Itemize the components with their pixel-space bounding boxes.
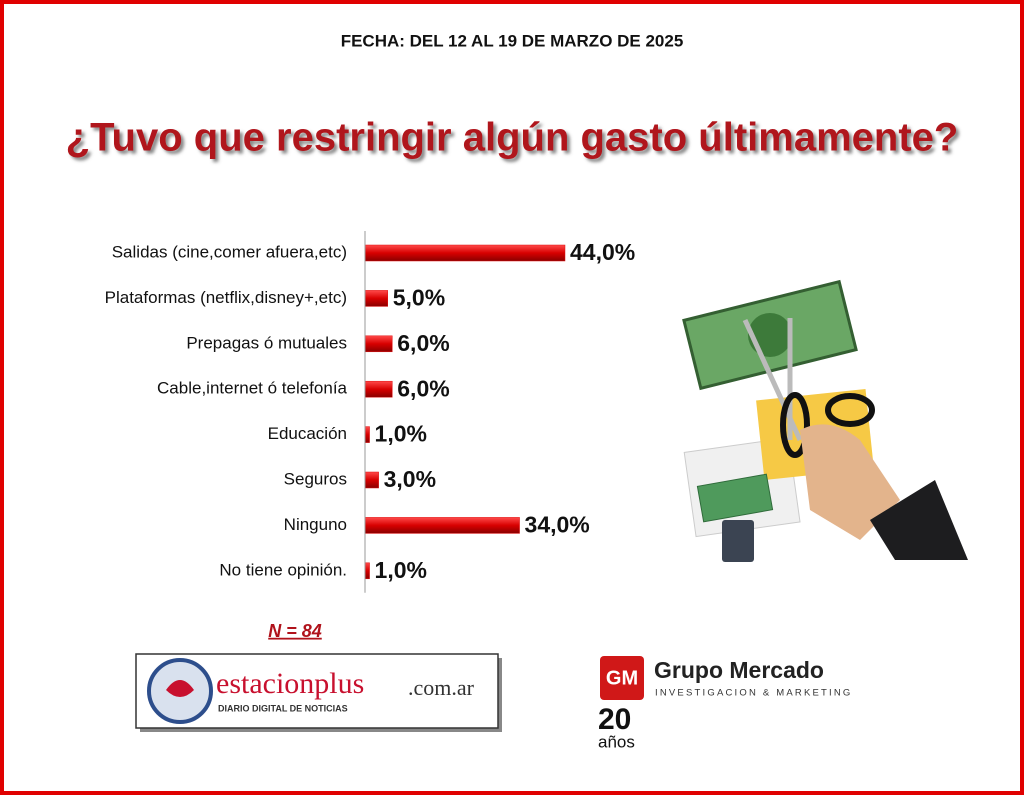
gm-anniversary-unit: años — [598, 732, 635, 751]
category-label: Ninguno — [284, 515, 347, 534]
gm-tagline: INVESTIGACION & MARKETING — [655, 688, 853, 699]
bar — [364, 426, 370, 443]
scissors-blades — [742, 318, 803, 442]
bar — [364, 562, 370, 580]
category-label: Cable,internet ó telefonía — [157, 379, 348, 398]
scissors-handle — [825, 393, 875, 427]
logo-domain: .com.ar — [408, 675, 475, 700]
logo-name: estacionplus — [216, 667, 364, 700]
sample-size: N = 84 — [268, 621, 322, 641]
value-label: 1,0% — [375, 421, 427, 447]
bar — [364, 517, 520, 534]
bar — [364, 244, 566, 262]
category-label: No tiene opinión. — [219, 560, 347, 579]
category-label: Educación — [268, 424, 347, 443]
scissors-handle — [780, 392, 810, 458]
category-label: Plataformas (netflix,disney+,etc) — [105, 288, 347, 307]
bar — [364, 380, 393, 398]
value-label: 44,0% — [570, 239, 635, 265]
grupo-mercado-logo: GM Grupo Mercado INVESTIGACION & MARKETI… — [598, 656, 853, 751]
gm-name: Grupo Mercado — [654, 657, 824, 683]
sleeve — [870, 480, 968, 560]
category-label: Salidas (cine,comer afuera,etc) — [112, 242, 347, 261]
logo-mark — [166, 680, 194, 697]
illustration — [682, 279, 968, 562]
gm-anniversary: 20 — [598, 703, 631, 736]
bar — [364, 335, 393, 353]
gm-badge — [600, 656, 644, 700]
bar-chart: Salidas (cine,comer afuera,etc) 44,0% Plat… — [105, 231, 635, 593]
category-label: Prepagas ó mutuales — [186, 333, 347, 352]
date: FECHA: DEL 12 AL 19 DE MARZO DE 2025 — [341, 31, 684, 50]
value-label: 34,0% — [525, 511, 590, 537]
estacionplus-logo: estacionplus .com.ar DIARIO DIGITAL DE N… — [135, 653, 502, 732]
value-label: 3,0% — [384, 466, 436, 492]
bill-small — [696, 473, 774, 523]
value-label: 5,0% — [393, 284, 445, 310]
bar — [364, 471, 379, 489]
bar — [364, 290, 388, 307]
logo-tagline: DIARIO DIGITAL DE NOTICIAS — [218, 703, 348, 713]
value-label: 6,0% — [397, 330, 449, 356]
chart-title: ¿Tuvo que restringir algún gasto últimam… — [66, 116, 959, 160]
value-label: 1,0% — [375, 557, 427, 583]
hand — [800, 424, 900, 540]
gm-badge-text: GM — [606, 667, 638, 689]
value-label: 6,0% — [397, 375, 449, 401]
calculator — [722, 520, 754, 562]
category-label: Seguros — [284, 469, 347, 488]
